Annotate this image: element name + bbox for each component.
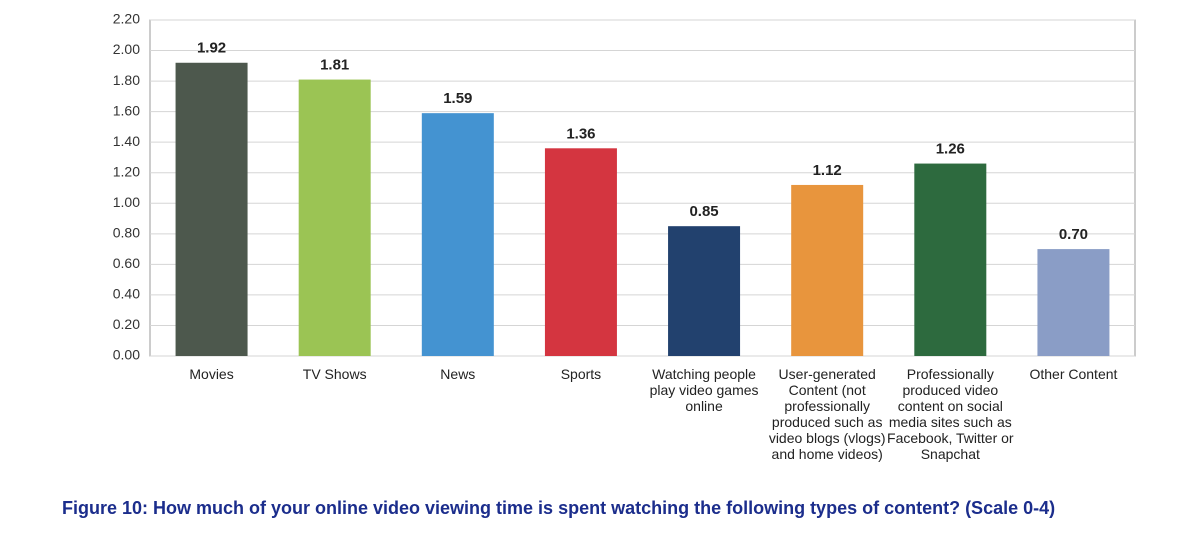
y-tick-label: 0.20 — [113, 316, 140, 332]
bar — [791, 184, 864, 356]
value-label: 0.70 — [1059, 226, 1088, 243]
y-tick-label: 0.60 — [113, 255, 140, 271]
caption: Figure 10: How much of your online video… — [62, 498, 1056, 518]
value-label: 1.81 — [320, 57, 349, 74]
x-tick-label: Sports — [560, 366, 602, 382]
bar — [914, 163, 987, 356]
x-tick-label: News — [440, 366, 476, 382]
y-tick-label: 0.40 — [113, 286, 140, 302]
value-label: 1.26 — [936, 141, 965, 158]
x-tick-label: User-generated Content (not professional… — [768, 366, 886, 462]
x-tick-label: Other Content — [1029, 366, 1118, 382]
y-tick-label: 1.60 — [113, 102, 140, 118]
bar — [175, 62, 248, 356]
value-label: 0.85 — [689, 203, 718, 220]
y-tick-label: 1.20 — [113, 163, 140, 179]
value-label: 1.36 — [566, 125, 595, 142]
bar — [298, 79, 371, 357]
x-tick-label: TV Shows — [302, 366, 367, 382]
x-tick-label: Watching people play video games online — [649, 366, 759, 414]
bar — [421, 113, 494, 356]
y-tick-label: 1.00 — [113, 194, 140, 210]
y-tick-label: 1.40 — [113, 133, 140, 149]
y-tick-label: 0.80 — [113, 225, 140, 241]
value-label: 1.92 — [197, 40, 226, 57]
value-label: 1.59 — [443, 90, 472, 107]
y-tick-label: 2.20 — [113, 11, 140, 27]
value-label: 1.12 — [813, 162, 842, 179]
plot-frame — [149, 19, 1136, 357]
bar — [544, 148, 617, 356]
bar — [1037, 249, 1110, 356]
y-tick-label: 1.80 — [113, 72, 140, 88]
bar — [668, 226, 741, 356]
x-tick-label: Movies — [189, 366, 234, 382]
y-tick-label: 0.00 — [113, 347, 140, 363]
y-tick-label: 2.00 — [113, 41, 140, 57]
x-tick-label: Professionally produced video content on… — [887, 366, 1014, 462]
